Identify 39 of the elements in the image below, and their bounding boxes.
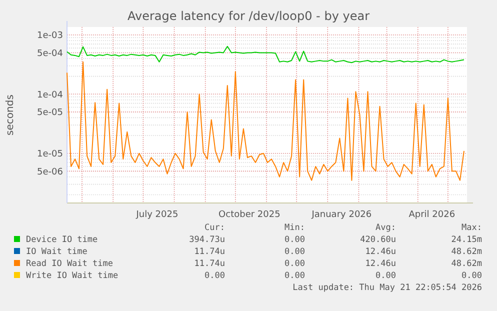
legend-label: Write IO Wait time	[26, 271, 118, 281]
y-tick-label: 1e-05	[37, 149, 63, 160]
text: 0.00	[376, 271, 396, 281]
text: 0.00	[462, 271, 482, 281]
x-tick-label: January 2026	[310, 210, 372, 220]
y-tick-label: 5e-04	[37, 48, 64, 59]
text: 420.60u	[360, 235, 396, 245]
text: Min:	[284, 223, 305, 233]
text: 11.74u	[194, 247, 225, 257]
y-tick-label: 1e-03	[37, 31, 63, 42]
line-series	[66, 46, 464, 64]
text: 48.62m	[451, 247, 482, 257]
text: Cur:	[204, 223, 225, 233]
text: Avg:	[376, 223, 396, 233]
text: Last update: Thu May 21 22:05:54 2026	[292, 283, 482, 293]
text: 11.74u	[194, 259, 225, 269]
text: 12.46u	[365, 247, 396, 257]
text: 0.00	[284, 235, 305, 245]
y-tick-label: 5e-06	[37, 167, 64, 178]
text: 12.46u	[365, 259, 396, 269]
text: 48.62m	[451, 259, 482, 269]
chart-title: Average latency for /dev/loop0 - by year	[127, 9, 370, 23]
text: 394.73u	[189, 235, 225, 245]
text: 0.00	[284, 259, 305, 269]
x-tick-label: July 2025	[135, 210, 178, 220]
text: 0.00	[284, 271, 305, 281]
legend-label: Device IO time	[26, 235, 98, 245]
text: Max:	[462, 223, 482, 233]
x-tick-label: April 2026	[408, 210, 456, 220]
legend-label: Read IO Wait time	[26, 259, 113, 269]
y-axis-title: seconds	[5, 94, 16, 136]
y-tick-label: 1e-04	[37, 90, 64, 100]
x-tick-label: October 2025	[218, 210, 280, 220]
text: 24.15m	[451, 235, 482, 245]
text: 0.00	[204, 271, 225, 281]
y-tick-label: 5e-05	[37, 108, 63, 118]
text: 0.00	[284, 247, 305, 257]
legend-label: IO Wait time	[26, 247, 88, 257]
line-series	[66, 61, 464, 181]
